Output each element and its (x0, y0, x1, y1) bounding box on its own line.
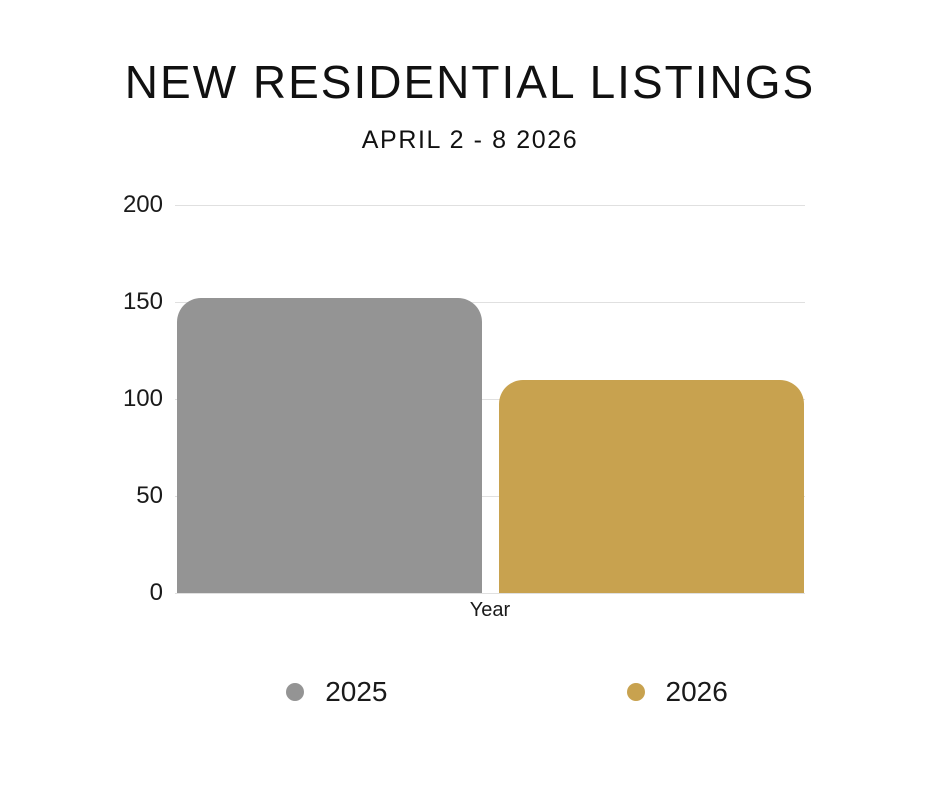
chart-legend: 2025 2026 (192, 678, 822, 706)
x-axis-label: Year (469, 599, 511, 621)
gridline-100 (175, 399, 805, 400)
legend-item-2025[interactable]: 2025 (286, 676, 388, 707)
legend-label-2025: 2025 (325, 676, 388, 707)
y-tick-200: 200 (122, 191, 163, 218)
gridline-0 (175, 593, 805, 594)
gridline-50 (175, 496, 805, 497)
bar-2025[interactable] (177, 298, 482, 593)
y-tick-50: 50 (136, 482, 163, 509)
legend-label-2026: 2026 (665, 676, 728, 707)
legend-item-2026[interactable]: 2026 (626, 676, 728, 707)
plot-area (175, 205, 805, 594)
chart-subtitle: APRIL 2 - 8 2026 (361, 126, 579, 154)
bar-2026[interactable] (499, 379, 804, 593)
y-tick-0: 0 (149, 579, 163, 606)
gridline-150 (175, 302, 805, 303)
legend-dot-2025-icon (286, 683, 305, 701)
legend-dot-2026-icon (626, 683, 645, 701)
y-tick-150: 150 (122, 288, 163, 315)
chart-title: NEW RESIDENTIAL LISTINGS (124, 56, 816, 108)
y-axis: 200 150 100 50 0 (0, 193, 163, 605)
gridline-200 (175, 205, 805, 206)
y-tick-100: 100 (122, 385, 163, 412)
